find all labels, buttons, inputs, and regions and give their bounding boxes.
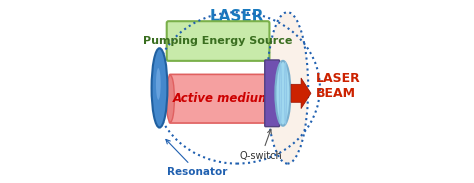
Ellipse shape [152,48,167,128]
Text: LASER: LASER [210,9,264,24]
Text: Pumping Energy Source: Pumping Energy Source [144,36,293,46]
FancyBboxPatch shape [167,21,269,61]
Text: Active medium: Active medium [173,92,271,105]
Ellipse shape [269,75,277,122]
Ellipse shape [166,75,174,122]
Ellipse shape [275,61,291,126]
Ellipse shape [156,68,161,100]
Text: LASER
BEAM: LASER BEAM [316,72,361,100]
Text: Resonator: Resonator [166,139,228,177]
Text: Q-switch: Q-switch [240,130,283,161]
Ellipse shape [267,12,308,164]
FancyBboxPatch shape [169,74,274,123]
FancyBboxPatch shape [265,60,280,127]
FancyArrow shape [291,78,311,109]
